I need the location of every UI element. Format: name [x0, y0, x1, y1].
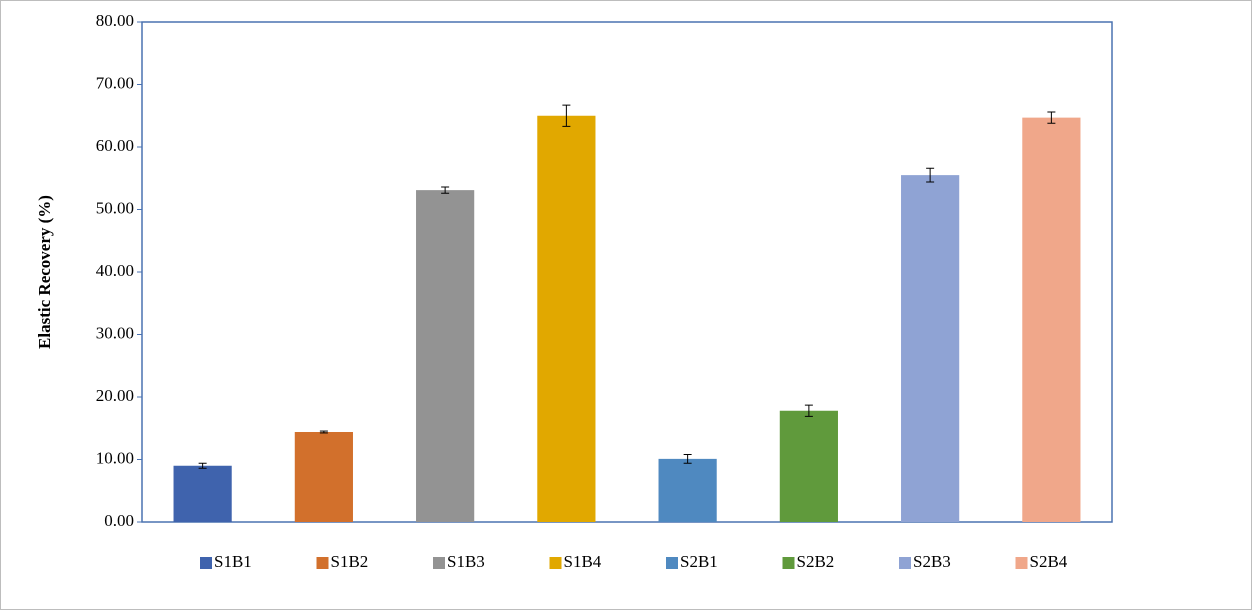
legend-swatch	[200, 557, 212, 569]
y-tick-label: 70.00	[96, 73, 134, 92]
bar	[1022, 117, 1081, 522]
bar	[658, 458, 717, 522]
legend-label: S2B3	[913, 552, 951, 571]
legend-label: S2B1	[680, 552, 718, 571]
legend-label: S2B4	[1030, 552, 1068, 571]
y-axis-title: Elastic Recovery (%)	[35, 195, 54, 349]
bar	[537, 115, 596, 522]
legend-swatch	[1015, 557, 1028, 569]
legend-swatch	[549, 557, 562, 569]
legend-swatch	[433, 557, 445, 569]
y-tick-label: 0.00	[104, 511, 134, 530]
legend-swatch	[316, 557, 329, 569]
y-tick-label: 10.00	[96, 448, 134, 467]
y-tick-label: 20.00	[96, 386, 134, 405]
legend-swatch	[666, 557, 678, 569]
y-tick-label: 30.00	[96, 323, 134, 342]
legend-swatch	[782, 557, 795, 569]
legend-label: S1B1	[214, 552, 252, 571]
bar	[416, 190, 475, 522]
y-tick-label: 40.00	[96, 261, 134, 280]
bar	[294, 432, 353, 522]
bar	[173, 465, 232, 522]
y-tick-label: 60.00	[96, 136, 134, 155]
y-tick-label: 80.00	[96, 11, 134, 30]
legend-label: S1B3	[447, 552, 485, 571]
bar	[779, 410, 838, 522]
bar	[901, 175, 960, 522]
legend-swatch	[899, 557, 911, 569]
legend-label: S1B4	[564, 552, 602, 571]
y-tick-label: 50.00	[96, 198, 134, 217]
legend-label: S2B2	[797, 552, 835, 571]
legend-label: S1B2	[331, 552, 369, 571]
